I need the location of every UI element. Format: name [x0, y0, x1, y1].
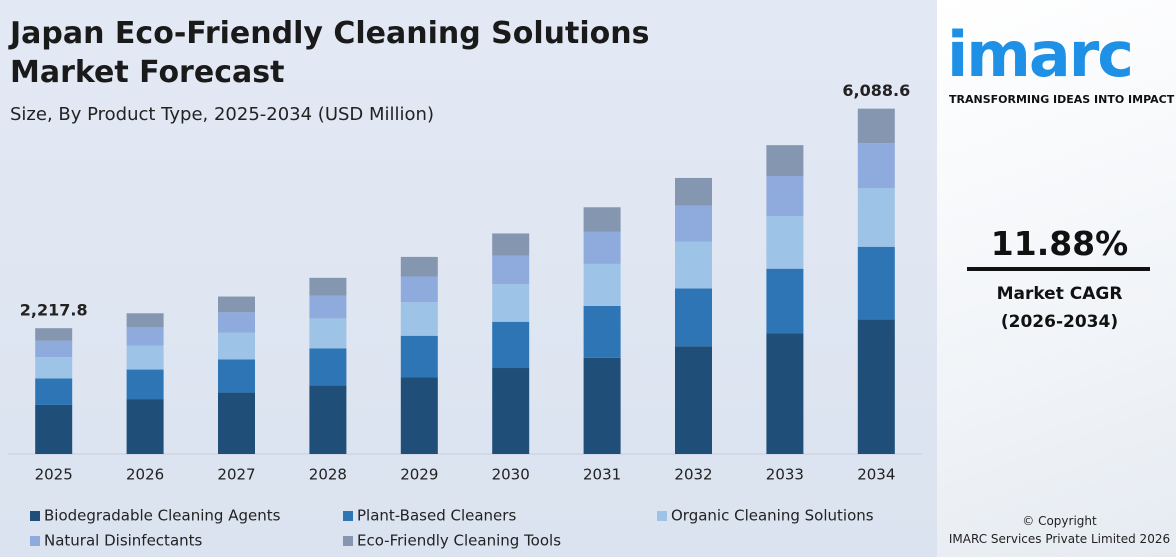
- bar-segment: [675, 288, 712, 347]
- legend-swatch: [657, 511, 667, 521]
- bar-segment: [218, 296, 255, 313]
- bar-segment: [857, 246, 895, 320]
- bar-segment: [766, 145, 804, 177]
- bar-segment: [583, 231, 621, 264]
- bar-segment: [35, 378, 73, 405]
- x-tick-label: 2029: [400, 466, 438, 484]
- bar-segment: [857, 319, 895, 454]
- legend-label: Organic Cleaning Solutions: [671, 507, 874, 525]
- x-tick-label: 2030: [492, 466, 530, 484]
- legend-label: Biodegradable Cleaning Agents: [44, 507, 281, 525]
- x-tick-label: 2025: [35, 466, 73, 484]
- bar-segment: [218, 392, 255, 454]
- copyright: © Copyright: [1022, 514, 1097, 528]
- legend-swatch: [30, 536, 40, 546]
- bar-segment: [126, 345, 164, 370]
- bar-segment: [126, 399, 164, 454]
- x-tick-label: 2026: [126, 466, 164, 484]
- total-label: 2,217.8: [20, 301, 88, 320]
- legend-swatch: [30, 511, 40, 521]
- bar-segment: [766, 216, 804, 269]
- bar-segment: [766, 176, 804, 217]
- bar-segment: [766, 333, 804, 454]
- logo: imarc: [947, 18, 1134, 91]
- bar-segment: [35, 328, 73, 341]
- bar-segment: [675, 205, 712, 242]
- bar-segment: [309, 277, 347, 296]
- bar-segment: [126, 313, 164, 328]
- bar-segment: [492, 368, 530, 454]
- bar-segment: [492, 255, 530, 285]
- bar-segment: [309, 318, 347, 349]
- total-label: 6,088.6: [842, 81, 910, 100]
- bar-segment: [400, 302, 438, 336]
- cagr-label: Market CAGR: [996, 284, 1123, 304]
- bar-segment: [857, 188, 895, 247]
- bar-segment: [309, 295, 347, 319]
- bar-segment: [218, 312, 255, 333]
- bar-segment: [218, 332, 255, 360]
- x-tick-label: 2032: [674, 466, 712, 484]
- legend-label: Eco-Friendly Cleaning Tools: [357, 532, 561, 550]
- bar-segment: [583, 207, 621, 232]
- legend-swatch: [343, 536, 353, 546]
- bar-segment: [126, 327, 164, 346]
- bar-segment: [857, 108, 895, 144]
- x-tick-label: 2027: [217, 466, 255, 484]
- bar-segment: [309, 385, 347, 454]
- bar-segment: [35, 357, 73, 379]
- chart-subtitle: Size, By Product Type, 2025-2034 (USD Mi…: [10, 104, 434, 125]
- legend-swatch: [343, 511, 353, 521]
- bar-segment: [492, 284, 530, 322]
- tagline: TRANSFORMING IDEAS INTO IMPACT: [949, 93, 1175, 106]
- bar-segment: [400, 276, 438, 303]
- bar-segment: [492, 321, 530, 369]
- chart: 2025 2026 2027 2028 2029 2030 2031 2032 2033 2034…: [8, 81, 922, 550]
- bar-segment: [675, 241, 712, 289]
- cagr-value: 11.88%: [990, 224, 1129, 263]
- cagr-period: (2026-2034): [1000, 312, 1119, 332]
- sidebar: imarc TRANSFORMING IDEAS INTO IMPACT 11.…: [937, 0, 1176, 557]
- bar-segment: [400, 256, 438, 277]
- bar-segment: [35, 404, 73, 454]
- bar-segment: [766, 268, 804, 334]
- bar-segment: [309, 348, 347, 386]
- bar-segment: [675, 346, 712, 454]
- x-tick-label: 2033: [766, 466, 804, 484]
- bar-segment: [126, 369, 164, 400]
- company: IMARC Services Private Limited 2026: [948, 532, 1171, 546]
- bar-segment: [857, 143, 895, 189]
- chart-title: Japan Eco-Friendly Cleaning Solutions Ma…: [10, 16, 650, 90]
- x-tick-label: 2034: [857, 466, 895, 484]
- legend-label: Natural Disinfectants: [44, 532, 203, 550]
- bar-segment: [583, 357, 621, 454]
- bar-segment: [400, 335, 438, 378]
- divider: [967, 267, 1150, 271]
- bar-segment: [35, 340, 73, 358]
- bar-segment: [400, 377, 438, 454]
- bar-segment: [492, 233, 530, 256]
- bar-segment: [218, 359, 255, 393]
- x-tick-label: 2031: [583, 466, 621, 484]
- legend-label: Plant-Based Cleaners: [357, 507, 516, 525]
- bar-segment: [675, 177, 712, 206]
- bar-segment: [583, 305, 621, 358]
- bar-segment: [583, 263, 621, 306]
- x-tick-label: 2028: [309, 466, 347, 484]
